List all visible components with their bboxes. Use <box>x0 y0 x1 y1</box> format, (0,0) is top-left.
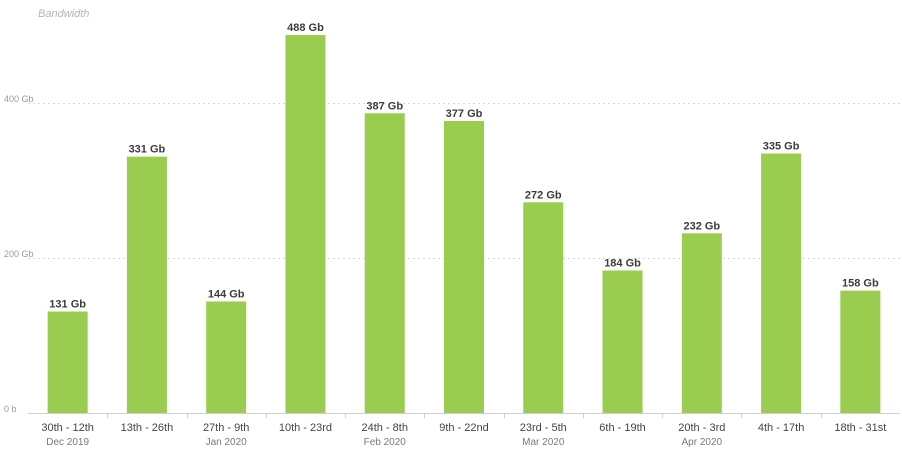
x-tick-label: 6th - 19th <box>599 422 645 434</box>
x-tick-label: 10th - 23rd <box>279 422 332 434</box>
bar[interactable] <box>681 233 722 413</box>
data-label: 272 Gb <box>525 189 562 201</box>
data-label: 158 Gb <box>842 278 879 290</box>
x-period-label: Apr 2020 <box>682 437 723 448</box>
data-label: 144 Gb <box>208 288 245 300</box>
bar[interactable] <box>47 311 88 413</box>
y-tick-label: 200 Gb <box>4 249 34 259</box>
bar-layer <box>47 35 881 414</box>
x-tick-label: 13th - 26th <box>121 422 174 434</box>
bar[interactable] <box>126 156 167 413</box>
x-period-label: Mar 2020 <box>522 437 565 448</box>
data-label: 488 Gb <box>287 22 324 34</box>
data-label: 131 Gb <box>49 299 86 311</box>
x-tick-label: 20th - 3rd <box>678 422 725 434</box>
data-label-layer: 131 Gb 331 Gb 144 Gb 488 Gb 387 Gb 377 Gb 272 … <box>49 22 879 310</box>
x-tick-label: 24th - 8th <box>361 422 407 434</box>
x-tick-label: 27th - 9th <box>203 422 249 434</box>
data-label: 335 Gb <box>763 141 800 153</box>
x-axis: 30th - 12th Dec 2019 13th - 26th 27th - 9th… <box>41 413 886 448</box>
y-tick-label: 400 Gb <box>4 94 34 104</box>
x-period-label: Feb 2020 <box>364 437 407 448</box>
bar[interactable] <box>523 202 564 413</box>
bar[interactable] <box>285 35 326 413</box>
bar[interactable] <box>761 153 802 414</box>
data-label: 377 Gb <box>446 108 483 120</box>
x-tick-label: 23rd - 5th <box>520 422 567 434</box>
data-label: 387 Gb <box>366 100 403 112</box>
bar[interactable] <box>206 301 247 413</box>
data-label: 184 Gb <box>604 257 641 269</box>
bar[interactable] <box>602 270 643 413</box>
x-period-label: Jan 2020 <box>206 437 248 448</box>
bar[interactable] <box>840 290 881 413</box>
y-tick-label: 0 b <box>4 404 17 414</box>
x-tick-label: 30th - 12th <box>41 422 94 434</box>
x-tick-label: 18th - 31st <box>834 422 886 434</box>
data-label: 232 Gb <box>683 220 720 232</box>
bar[interactable] <box>444 121 484 414</box>
chart-title: Bandwidth <box>38 8 89 20</box>
x-tick-label: 4th - 17th <box>758 422 804 434</box>
x-tick-label: 9th - 22nd <box>439 422 489 434</box>
x-period-label: Dec 2019 <box>46 437 89 448</box>
data-label: 331 Gb <box>129 144 166 156</box>
bar[interactable] <box>364 113 405 414</box>
